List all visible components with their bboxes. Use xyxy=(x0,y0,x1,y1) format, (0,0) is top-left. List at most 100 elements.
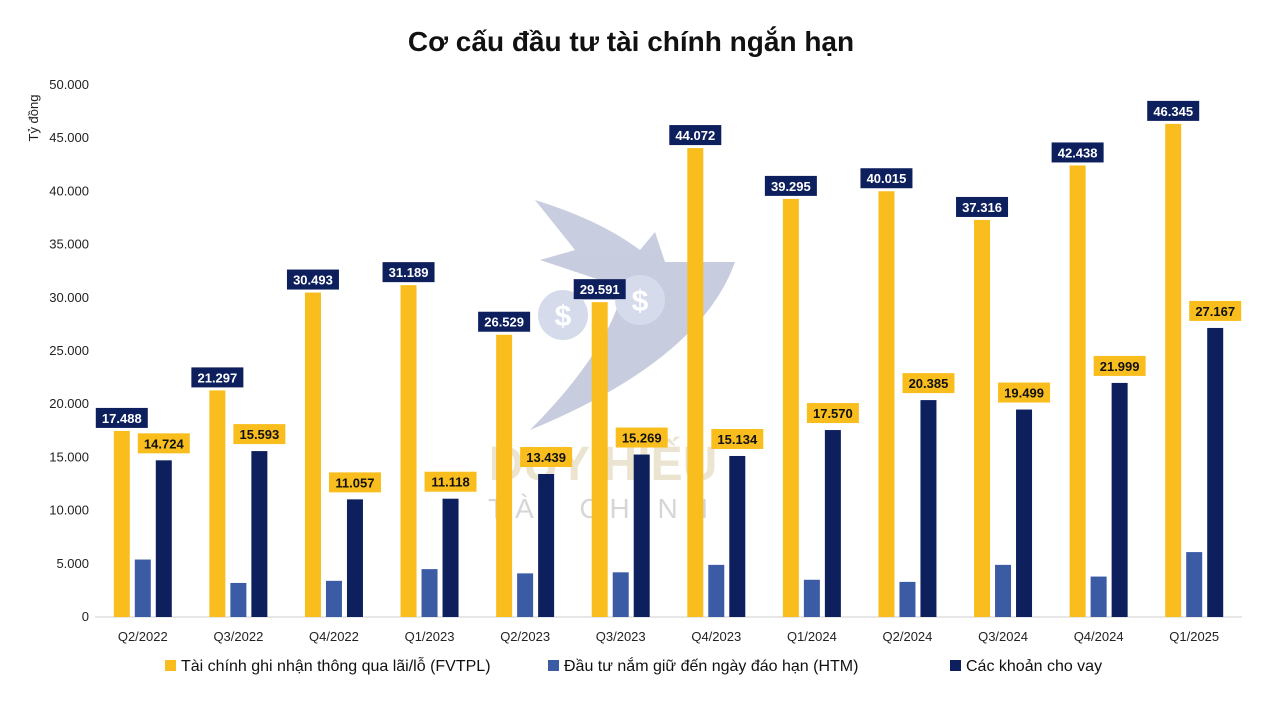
data-label-fvtpl: 40.015 xyxy=(867,171,907,186)
bar-loans xyxy=(729,455,746,617)
data-label-loans: 13.439 xyxy=(526,450,566,465)
bar-fvtpl xyxy=(974,219,991,617)
bar-htm xyxy=(230,582,247,617)
data-label-box xyxy=(615,427,668,448)
bar-htm xyxy=(612,572,629,617)
data-label-fvtpl: 37.316 xyxy=(962,200,1002,215)
bar-htm xyxy=(1186,552,1203,617)
data-label-loans: 11.057 xyxy=(335,475,374,490)
x-tick-label: Q3/2022 xyxy=(213,629,263,644)
bars xyxy=(113,123,1224,618)
x-tick-label: Q4/2024 xyxy=(1074,629,1124,644)
data-label-fvtpl: 30.493 xyxy=(293,273,333,288)
data-label-box xyxy=(191,367,244,388)
x-tick-label: Q3/2023 xyxy=(596,629,646,644)
y-tick-label: 40.000 xyxy=(49,183,89,198)
data-label-fvtpl: 29.591 xyxy=(580,282,620,297)
bar-loans xyxy=(346,499,363,617)
legend-swatch xyxy=(548,660,559,671)
x-tick-label: Q2/2022 xyxy=(118,629,168,644)
data-label-box xyxy=(424,471,477,492)
data-label-loans: 17.570 xyxy=(813,406,853,421)
data-label-loans: 19.499 xyxy=(1004,386,1044,401)
legend-label: Đầu tư nắm giữ đến ngày đáo hạn (HTM) xyxy=(564,656,858,675)
data-label-box xyxy=(233,424,286,445)
data-label-fvtpl: 44.072 xyxy=(675,128,715,143)
data-label-box xyxy=(860,168,913,189)
data-label-box xyxy=(478,311,531,332)
y-tick-label: 20.000 xyxy=(49,396,89,411)
data-label-loans: 15.134 xyxy=(717,432,758,447)
svg-text:$: $ xyxy=(632,285,649,318)
y-tick-label: 5.000 xyxy=(56,556,89,571)
bar-loans xyxy=(1111,382,1128,617)
bar-loans xyxy=(824,430,841,617)
x-tick-label: Q1/2023 xyxy=(405,629,455,644)
bar-fvtpl xyxy=(591,302,608,617)
data-label-loans: 14.724 xyxy=(144,436,185,451)
bar-fvtpl xyxy=(782,198,799,618)
x-tick-label: Q4/2023 xyxy=(691,629,741,644)
bar-htm xyxy=(803,579,820,617)
y-tick-label: 10.000 xyxy=(49,503,89,518)
data-label-box xyxy=(1189,300,1242,321)
data-label-fvtpl: 42.438 xyxy=(1058,145,1098,160)
y-tick-label: 15.000 xyxy=(49,449,89,464)
data-label-loans: 27.167 xyxy=(1195,304,1235,319)
data-label-box xyxy=(573,279,626,300)
data-label-box xyxy=(902,373,955,394)
legend-label: Các khoản cho vay xyxy=(966,658,1102,675)
y-tick-label: 25.000 xyxy=(49,343,89,358)
data-label-box xyxy=(286,269,339,290)
data-label-box xyxy=(1147,100,1200,121)
data-label-box xyxy=(669,125,722,146)
data-label-fvtpl: 31.189 xyxy=(389,265,429,280)
y-tick-label: 0 xyxy=(82,609,89,624)
bar-fvtpl xyxy=(878,191,895,617)
bar-loans xyxy=(1207,327,1224,617)
data-label-box xyxy=(328,472,381,493)
data-label-loans: 15.593 xyxy=(239,427,279,442)
bar-fvtpl xyxy=(1165,123,1182,618)
data-label-box xyxy=(998,382,1051,403)
bar-fvtpl xyxy=(113,430,130,617)
legend-swatch xyxy=(950,660,961,671)
bar-htm xyxy=(899,581,916,617)
data-label-loans: 21.999 xyxy=(1100,359,1140,374)
x-tick-label: Q1/2024 xyxy=(787,629,837,644)
data-label-box xyxy=(1093,355,1146,376)
legend-swatch xyxy=(165,660,176,671)
bar-fvtpl xyxy=(304,292,321,617)
bar-htm xyxy=(995,564,1012,617)
data-label-box xyxy=(382,262,435,283)
data-label-box xyxy=(137,433,190,454)
x-tick-label: Q2/2023 xyxy=(500,629,550,644)
legend: Tài chính ghi nhận thông qua lãi/lỗ (FVT… xyxy=(165,656,1102,675)
bar-loans xyxy=(251,451,268,617)
y-axis-label: Tỷ đồng xyxy=(26,95,41,142)
data-label-loans: 15.269 xyxy=(622,431,662,446)
chart-title: Cơ cấu đầu tư tài chính ngắn hạn xyxy=(407,26,855,57)
x-tick-label: Q1/2025 xyxy=(1169,629,1219,644)
bar-loans xyxy=(920,400,937,617)
data-label-box xyxy=(956,196,1009,217)
data-label-fvtpl: 46.345 xyxy=(1153,104,1193,119)
y-tick-label: 30.000 xyxy=(49,290,89,305)
x-tick-label: Q2/2024 xyxy=(883,629,933,644)
x-tick-label: Q3/2024 xyxy=(978,629,1028,644)
y-tick-label: 45.000 xyxy=(49,130,89,145)
bar-htm xyxy=(325,580,342,617)
bar-fvtpl xyxy=(209,390,226,617)
bar-fvtpl xyxy=(687,148,704,617)
data-label-loans: 11.118 xyxy=(431,475,469,490)
data-label-box xyxy=(95,407,148,428)
bar-loans xyxy=(633,454,650,617)
bar-htm xyxy=(517,573,534,617)
y-tick-label: 35.000 xyxy=(49,237,89,252)
bar-htm xyxy=(708,564,725,617)
bar-loans xyxy=(1016,409,1033,617)
bar-loans xyxy=(538,474,555,617)
